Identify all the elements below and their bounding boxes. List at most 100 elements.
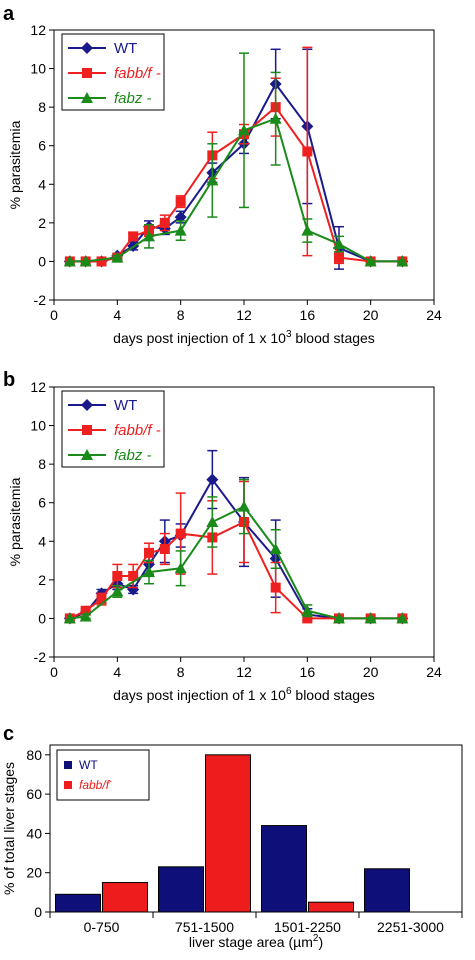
chart-b-series xyxy=(63,449,409,625)
chart-a-data-point xyxy=(364,255,377,267)
chart-b-ytick-label: 10 xyxy=(30,418,46,434)
chart-a-data-point xyxy=(334,252,344,263)
chart-c-category-label: 0-750 xyxy=(84,919,120,935)
chart-b-xtick-label: 12 xyxy=(236,664,252,680)
chart-b-xlabel: days post injection of 1 x 106 blood sta… xyxy=(113,686,375,703)
chart-c-category-label: 1501-2250 xyxy=(274,919,341,935)
chart-b-data-point xyxy=(174,562,187,574)
chart-b-data-point xyxy=(144,547,154,558)
chart-a-series-line xyxy=(69,105,403,263)
chart-c-xlabel-sup: 2 xyxy=(313,933,319,944)
chart-a-xlabel-main: days post injection of 1 x 10 xyxy=(113,330,286,346)
chart-a-legend: WT fabb/f - fabz - xyxy=(61,33,165,111)
chart-b-data-point xyxy=(396,612,409,624)
chart-a-legend-marker xyxy=(82,68,92,78)
chart-b-data-point xyxy=(127,583,140,596)
chart-c-bar xyxy=(308,901,354,913)
chart-a-xtick-label: 4 xyxy=(113,307,121,323)
chart-b-xlabel-main: days post injection of 1 x 10 xyxy=(113,687,286,703)
chart-a-legend-marker xyxy=(81,42,93,54)
chart-c-legend-swatch xyxy=(64,781,72,789)
chart-b-data-point xyxy=(206,516,219,527)
chart-b-xtick-label: 20 xyxy=(363,664,379,680)
chart-c-xlabel-main: liver stage area (µm xyxy=(189,934,313,950)
chart-b-xtick-label: 8 xyxy=(177,664,185,680)
chart-a-ytick-label: 6 xyxy=(38,138,46,154)
chart-a-data-point xyxy=(143,230,155,242)
chart-a-data-point xyxy=(238,124,250,136)
chart-c-bars xyxy=(55,754,410,913)
chart-b-legend-marker xyxy=(81,399,93,411)
chart-a-ytick-label: 10 xyxy=(30,61,46,77)
chart-a-series-line xyxy=(69,117,403,263)
chart-a-data-point xyxy=(63,255,76,267)
chart-a-data-point xyxy=(96,256,107,267)
chart-a-data-point xyxy=(302,146,313,157)
chart-b-series-line xyxy=(69,520,403,620)
chart-c-legend-box xyxy=(56,749,150,801)
chart-a-xtick-label: 8 xyxy=(177,307,185,323)
chart-a-series xyxy=(63,46,409,270)
chart-a-xtick-label: 16 xyxy=(300,307,316,323)
chart-c-legend-label: WT xyxy=(79,758,98,772)
chart-c-ytick-label: 40 xyxy=(26,825,42,841)
chart-c-ytick-label: 60 xyxy=(26,786,42,802)
chart-b-ytick-label: 4 xyxy=(38,533,46,549)
chart-a-xtick-label: 0 xyxy=(50,307,58,323)
panel-letter-c: c xyxy=(3,723,14,745)
chart-a-legend-label: WT xyxy=(114,40,137,57)
chart-c-legend: WT fabb/f- xyxy=(56,749,150,801)
chart-a-data-point xyxy=(301,224,314,236)
chart-a-data-point xyxy=(206,174,219,186)
chart-c-legend-name: fabb/f xyxy=(79,778,111,792)
panel-letter-a: a xyxy=(3,3,15,25)
chart-b-ytick-label: 8 xyxy=(38,456,46,472)
chart-b-data-point xyxy=(143,566,155,578)
panel-letter-b: b xyxy=(3,369,15,391)
chart-b-data-point xyxy=(333,612,345,624)
chart-c: 0 20 40 60 80 0-750 751-1500 1501-2250 2251-3000… xyxy=(1,744,463,950)
chart-b-series-0 xyxy=(63,449,409,625)
chart-b-data-point xyxy=(238,500,250,512)
chart-a-data-point xyxy=(175,196,186,207)
chart-b-xlabel-sup: 6 xyxy=(286,686,292,697)
chart-b-data-point xyxy=(112,571,123,581)
chart-a-data-point xyxy=(269,112,282,124)
chart-a-xtick-label: 12 xyxy=(236,307,252,323)
chart-b-ytick-label: 2 xyxy=(38,572,46,588)
chart-a-data-point xyxy=(333,238,345,250)
chart-b-legend-marker xyxy=(82,425,92,435)
chart-b-ytick-label: 12 xyxy=(30,379,46,395)
chart-b-data-point xyxy=(302,613,313,624)
chart-b-series-line xyxy=(69,505,403,620)
chart-b-legend-label: WT xyxy=(114,397,137,414)
chart-a-legend-label: fabb/f - xyxy=(114,65,161,82)
chart-c-xlabel-tail: ) xyxy=(318,934,323,950)
chart-c-ylabel: % of total liver stages xyxy=(1,762,17,895)
chart-b-data-point xyxy=(79,610,92,622)
chart-b-legend: WT fabb/f - fabz - xyxy=(61,390,165,468)
chart-c-bar xyxy=(102,882,148,913)
chart-b-data-point xyxy=(96,594,107,605)
chart-b-data-point xyxy=(301,604,314,616)
chart-a-data-point xyxy=(111,251,124,263)
chart-a-xlabel-sup: 3 xyxy=(286,329,292,340)
chart-c-legend-sup: - xyxy=(109,776,112,786)
chart-c-legend-swatch xyxy=(64,761,72,769)
chart-c-category-label: 2251-3000 xyxy=(377,919,444,935)
chart-b-legend-label: fabb/f - xyxy=(114,422,161,439)
chart-c-bar xyxy=(158,866,204,913)
chart-b-xtick-label: 4 xyxy=(113,664,121,680)
chart-a-series-2 xyxy=(63,52,409,267)
chart-a-ytick-label: 12 xyxy=(30,22,46,38)
chart-a-data-point xyxy=(396,255,409,267)
chart-c-bar xyxy=(55,893,101,913)
chart-b-data-point xyxy=(111,585,124,597)
chart-b-xtick-label: 24 xyxy=(426,664,442,680)
chart-a-series-line xyxy=(69,82,403,263)
chart-a-ylabel: % parasitemia xyxy=(7,120,23,209)
chart-b-data-point xyxy=(128,571,139,581)
chart-c-bar xyxy=(261,825,307,913)
